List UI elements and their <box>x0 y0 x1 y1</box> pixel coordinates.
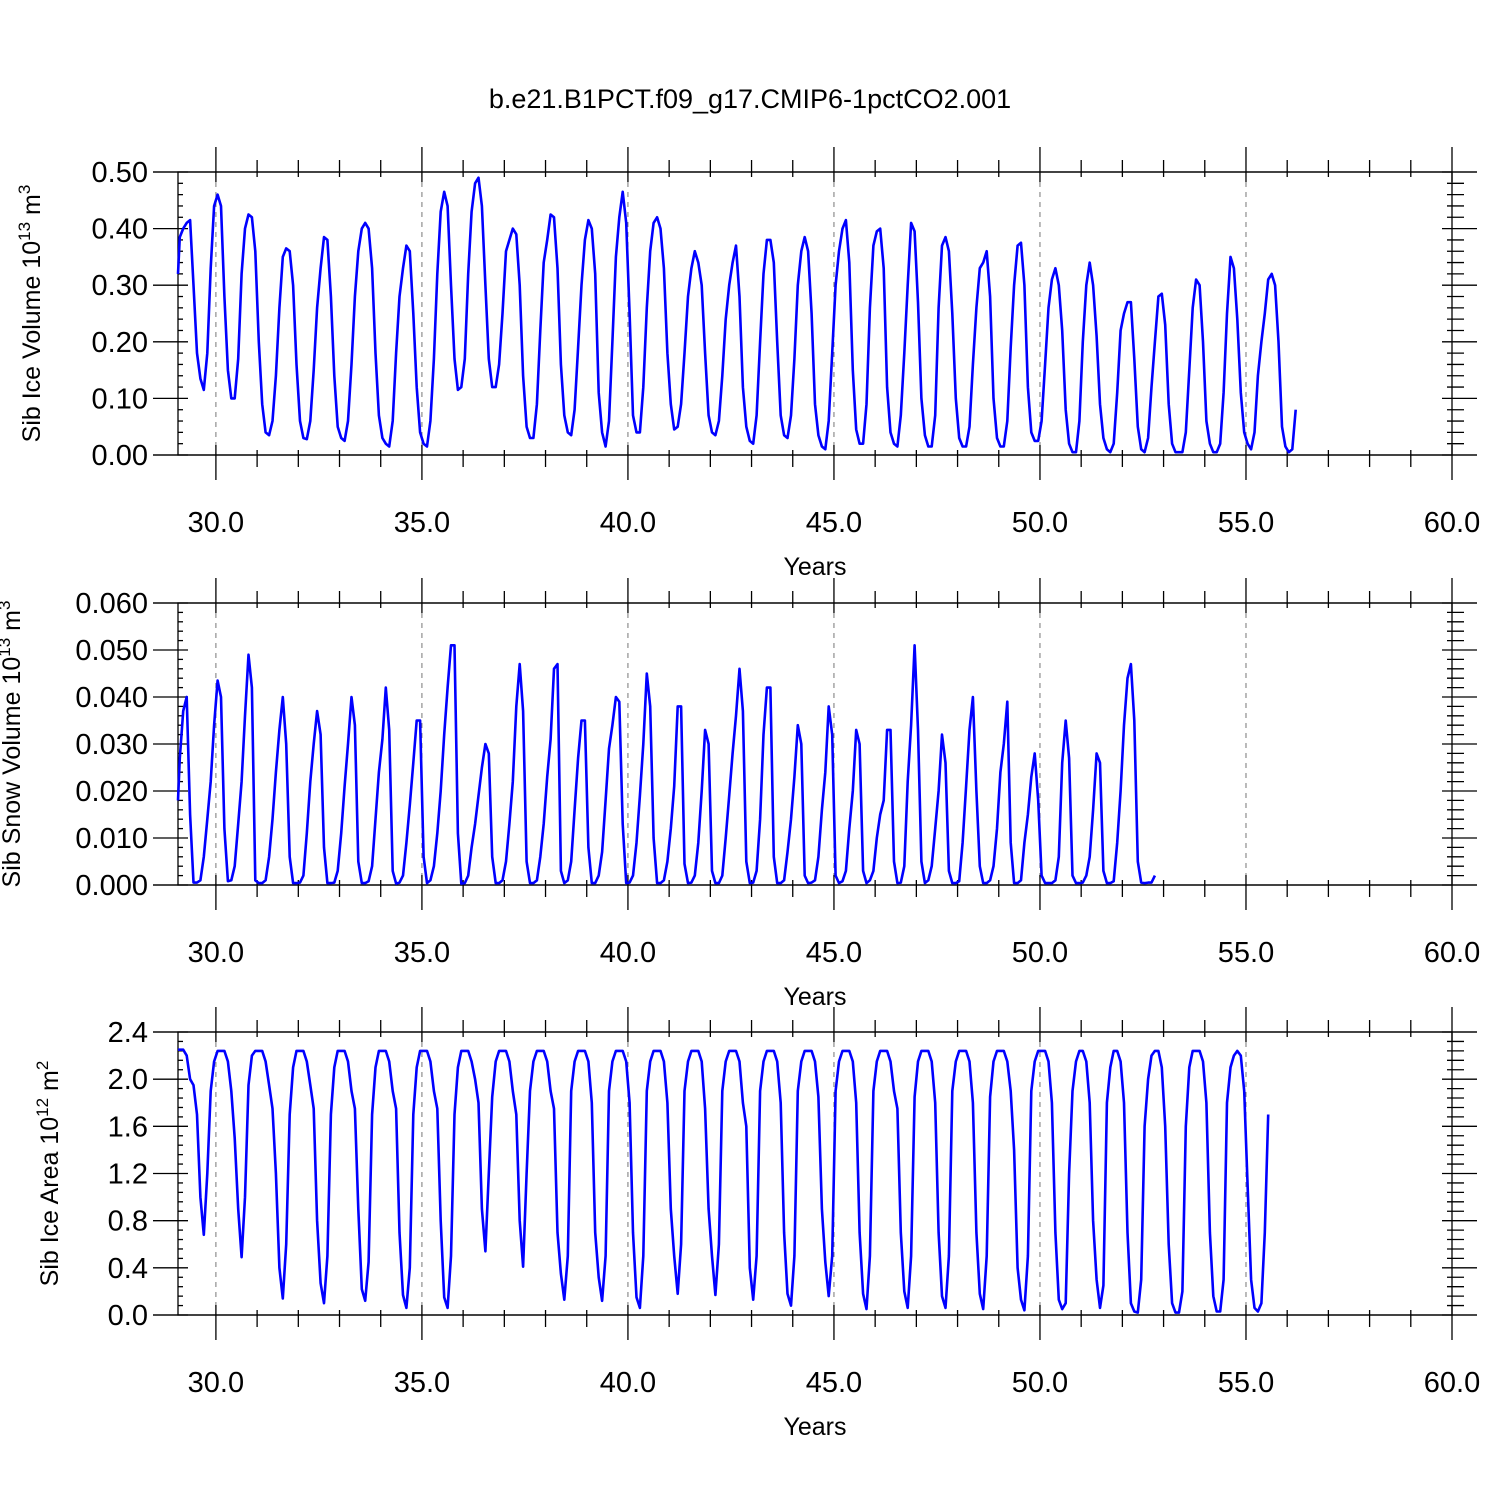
y-tick-label: 0.0 <box>108 1300 148 1332</box>
plot-frame <box>177 602 1453 886</box>
x-tick-label: 50.0 <box>1012 937 1068 969</box>
x-tick-label: 50.0 <box>1012 1367 1068 1399</box>
y-tick-label: 0.050 <box>75 635 148 667</box>
y-axis-label: Sib Snow Volume 1013 m3 <box>0 601 26 888</box>
y-tick-label: 0.060 <box>75 588 148 620</box>
x-tick-label: 30.0 <box>188 1367 244 1399</box>
y-tick-label: 1.6 <box>108 1111 148 1143</box>
y-tick-label: 0.010 <box>75 823 148 855</box>
series-line <box>176 643 1157 885</box>
y-tick-label: 0.30 <box>92 270 148 302</box>
x-tick-label: 35.0 <box>394 507 450 539</box>
panels-group: 0.00 0.10 0.20 0.30 0.40 0.50 30.0 35.0 40.0 45.0… <box>0 147 1480 1441</box>
x-tick-label: 35.0 <box>394 1367 450 1399</box>
y-tick-label: 0.040 <box>75 682 148 714</box>
x-tick-label: 30.0 <box>188 937 244 969</box>
x-axis-label: Years <box>783 1413 846 1441</box>
chart-panel-2: 0.000 0.010 0.020 0.030 0.040 0.050 0.060 30.0 3… <box>0 578 1480 1011</box>
y-tick-label: 2.0 <box>108 1064 148 1096</box>
x-tick-label: 40.0 <box>600 937 656 969</box>
y-tick-label: 0.10 <box>92 383 148 415</box>
x-tick-label: 45.0 <box>806 937 862 969</box>
x-axis-label: Years <box>783 553 846 581</box>
chart-panel-1: 0.00 0.10 0.20 0.30 0.40 0.50 30.0 35.0 40.0 45.0… <box>15 147 1480 581</box>
y-axis-label: Sib Ice Volume 1013 m3 <box>15 185 46 443</box>
y-tick-label: 0.20 <box>92 327 148 359</box>
x-tick-label: 30.0 <box>188 507 244 539</box>
y-tick-label: 0.8 <box>108 1206 148 1238</box>
x-tick-label: 50.0 <box>1012 507 1068 539</box>
x-tick-label: 40.0 <box>600 507 656 539</box>
x-tick-label: 40.0 <box>600 1367 656 1399</box>
chart-panel-3: 0.0 0.4 0.8 1.2 1.6 2.0 2.4 30.0 35.0 40.0 45.0 50.… <box>33 1007 1480 1441</box>
x-tick-label: 45.0 <box>806 1367 862 1399</box>
y-tick-label: 0.00 <box>92 440 148 472</box>
x-tick-label: 55.0 <box>1218 1367 1274 1399</box>
x-tick-label: 45.0 <box>806 507 862 539</box>
y-tick-label: 1.2 <box>108 1159 148 1191</box>
y-tick-label: 0.4 <box>108 1253 148 1285</box>
x-tick-label: 55.0 <box>1218 937 1274 969</box>
x-axis-label: Years <box>783 983 846 1011</box>
x-tick-label: 60.0 <box>1424 507 1480 539</box>
x-tick-label: 55.0 <box>1218 507 1274 539</box>
series-line <box>178 1048 1270 1314</box>
series-line <box>176 176 1297 454</box>
y-axis-label: Sib Ice Area 1012 m2 <box>33 1061 64 1287</box>
y-tick-label: 0.50 <box>92 157 148 189</box>
x-tick-label: 60.0 <box>1424 937 1480 969</box>
figure-title: b.e21.B1PCT.f09_g17.CMIP6-1pctCO2.001 <box>489 84 1011 114</box>
y-tick-label: 0.40 <box>92 214 148 246</box>
y-tick-label: 0.020 <box>75 776 148 808</box>
x-tick-label: 35.0 <box>394 937 450 969</box>
y-tick-label: 2.4 <box>108 1017 148 1049</box>
y-tick-label: 0.000 <box>75 870 148 902</box>
y-tick-label: 0.030 <box>75 729 148 761</box>
x-tick-label: 60.0 <box>1424 1367 1480 1399</box>
